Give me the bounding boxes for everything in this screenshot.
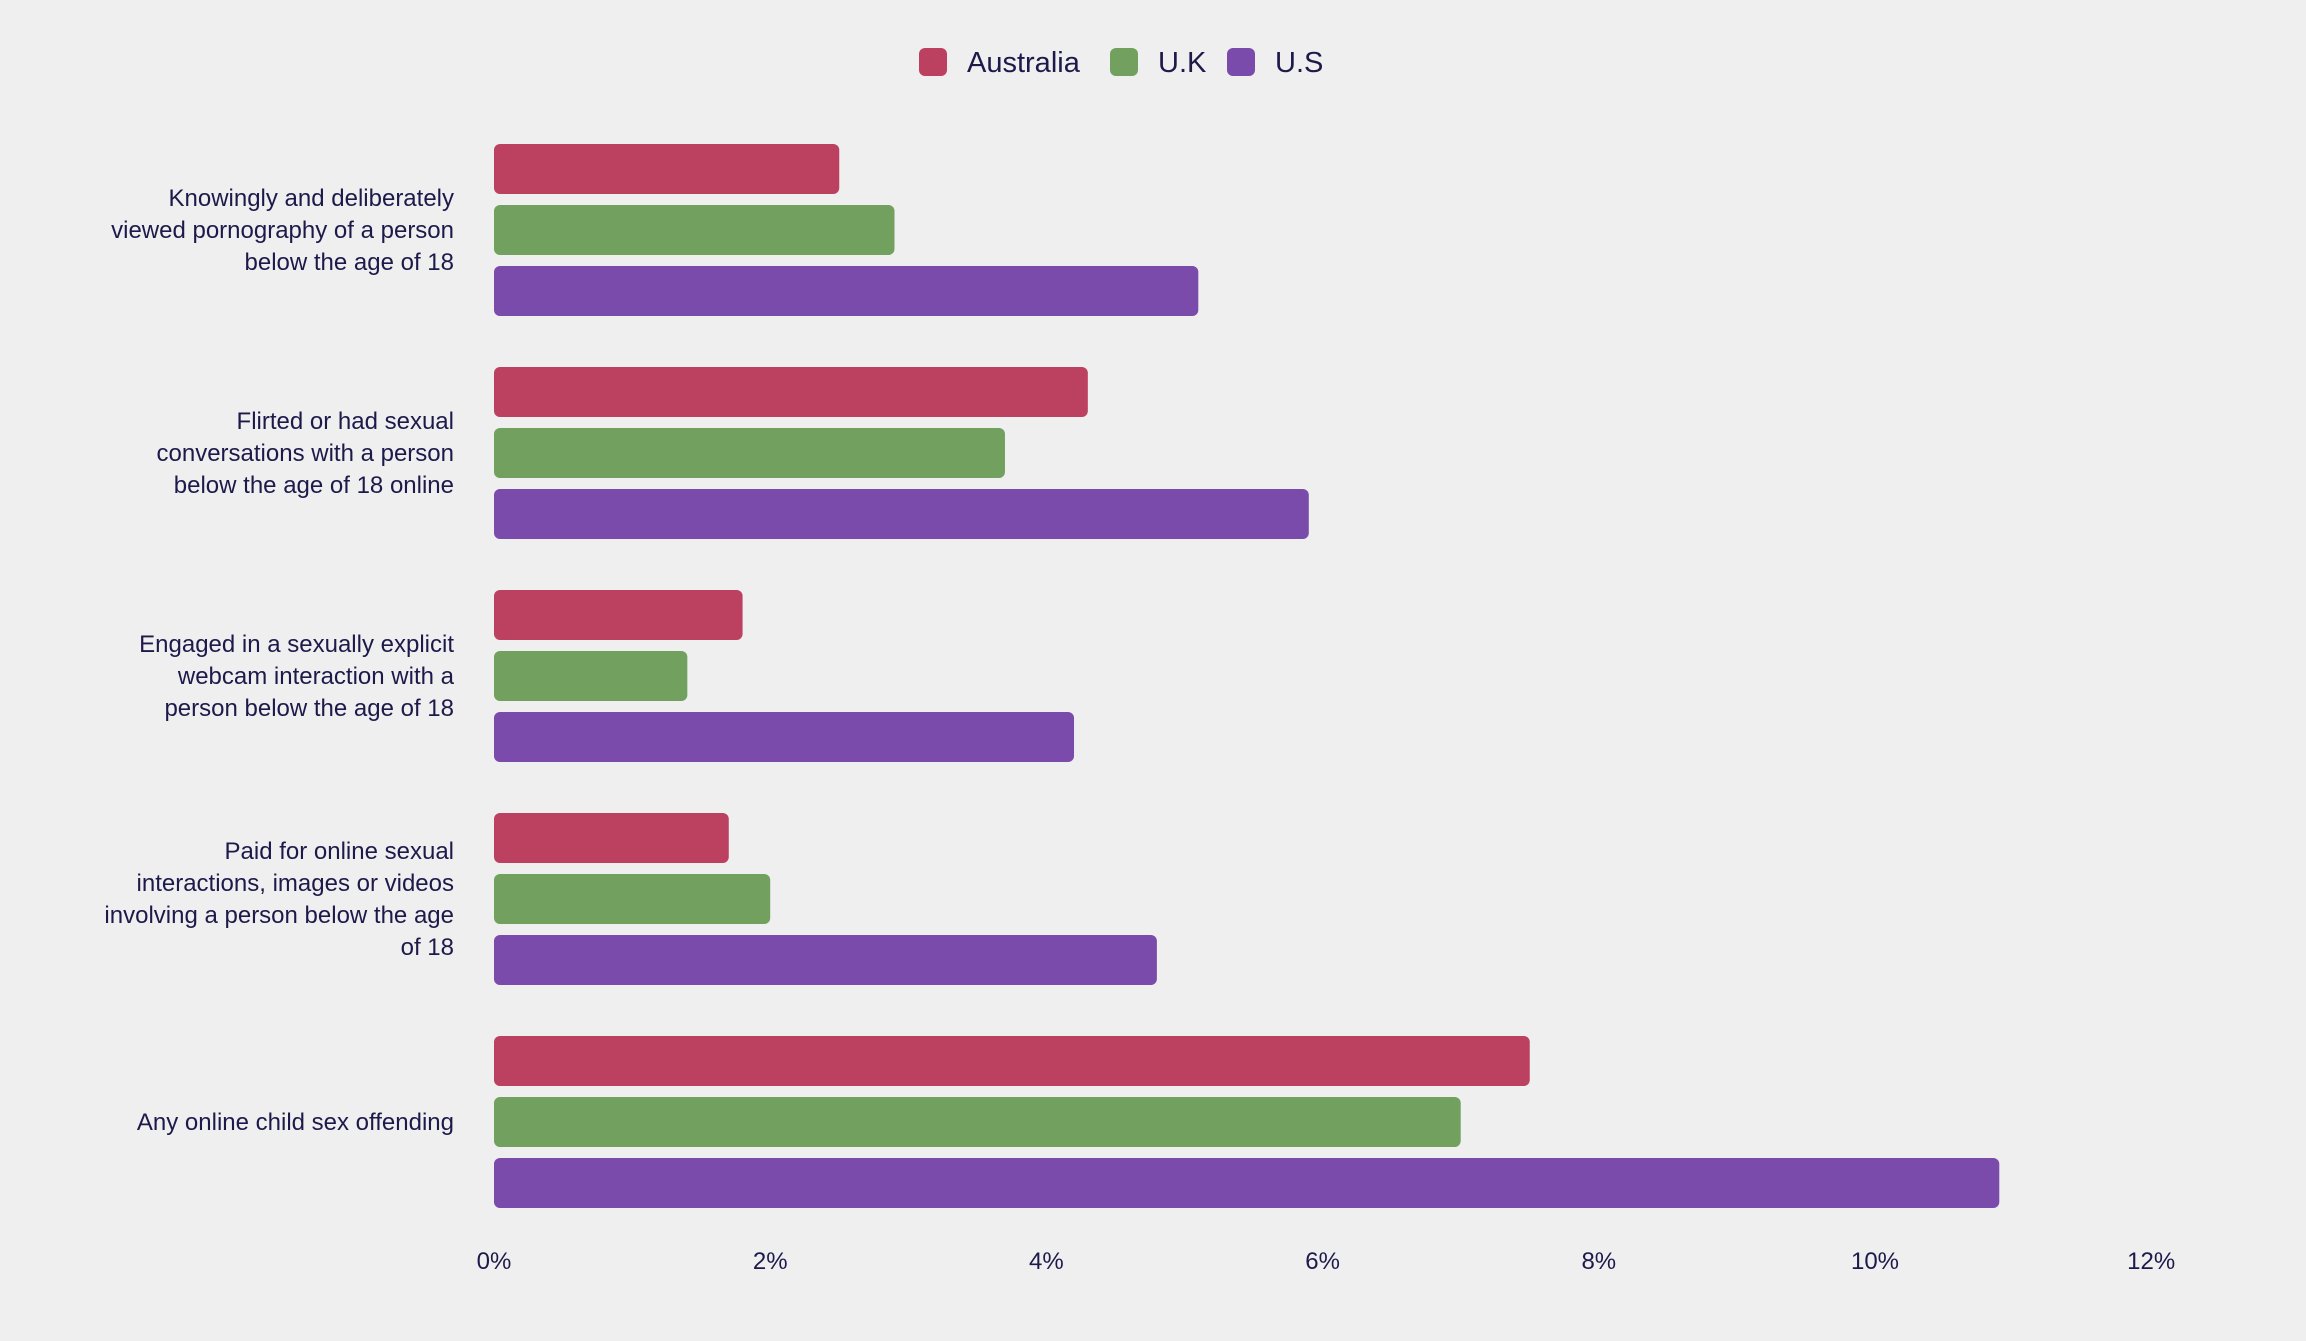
legend-item-u-k: U.K — [1110, 47, 1207, 79]
x-tick-label: 8% — [1581, 1248, 1616, 1275]
legend-swatch — [919, 48, 947, 76]
bar-u-k-1 — [494, 428, 1005, 478]
category-label: Engaged in a sexually explicit webcam int… — [139, 631, 455, 722]
x-tick-label: 6% — [1305, 1248, 1340, 1275]
bar-australia-2 — [494, 590, 743, 640]
legend-label: Australia — [967, 47, 1081, 79]
legend-swatch — [1227, 48, 1255, 76]
x-tick-label: 12% — [2127, 1248, 2175, 1275]
bar-u-k-3 — [494, 874, 771, 924]
category-labels: Knowingly and deliberately viewed pornogr… — [104, 185, 454, 1136]
bar-u-s-4 — [494, 1158, 2000, 1208]
category-label: Any online child sex offending — [137, 1109, 454, 1136]
legend-swatch — [1110, 48, 1138, 76]
category-label: Knowingly and deliberately viewed pornogr… — [111, 185, 454, 276]
legend-item-australia: Australia — [919, 47, 1081, 79]
legend-item-u-s: U.S — [1227, 47, 1323, 79]
legend-label: U.K — [1158, 47, 1207, 79]
category-label: Paid for online sexual interactions, imag… — [104, 838, 454, 961]
bar-u-s-1 — [494, 489, 1309, 539]
bar-u-s-0 — [494, 266, 1199, 316]
bar-australia-0 — [494, 144, 840, 194]
legend: Australia U.K U.S — [919, 47, 1323, 79]
bar-australia-3 — [494, 813, 729, 863]
category-label: Flirted or had sexual conversations with … — [157, 408, 455, 499]
bars — [494, 144, 2000, 1208]
x-tick-label: 4% — [1029, 1248, 1064, 1275]
bar-u-k-4 — [494, 1097, 1461, 1147]
x-tick-label: 0% — [477, 1248, 512, 1275]
bar-u-k-2 — [494, 651, 688, 701]
bar-australia-1 — [494, 367, 1088, 417]
x-axis-ticks: 0% 2% 4% 6% 8% 10% 12% — [477, 1248, 2176, 1275]
bar-u-s-3 — [494, 935, 1157, 985]
bar-u-k-0 — [494, 205, 895, 255]
bar-australia-4 — [494, 1036, 1530, 1086]
x-tick-label: 10% — [1851, 1248, 1899, 1275]
bar-u-s-2 — [494, 712, 1075, 762]
legend-label: U.S — [1275, 47, 1323, 79]
x-tick-label: 2% — [753, 1248, 788, 1275]
